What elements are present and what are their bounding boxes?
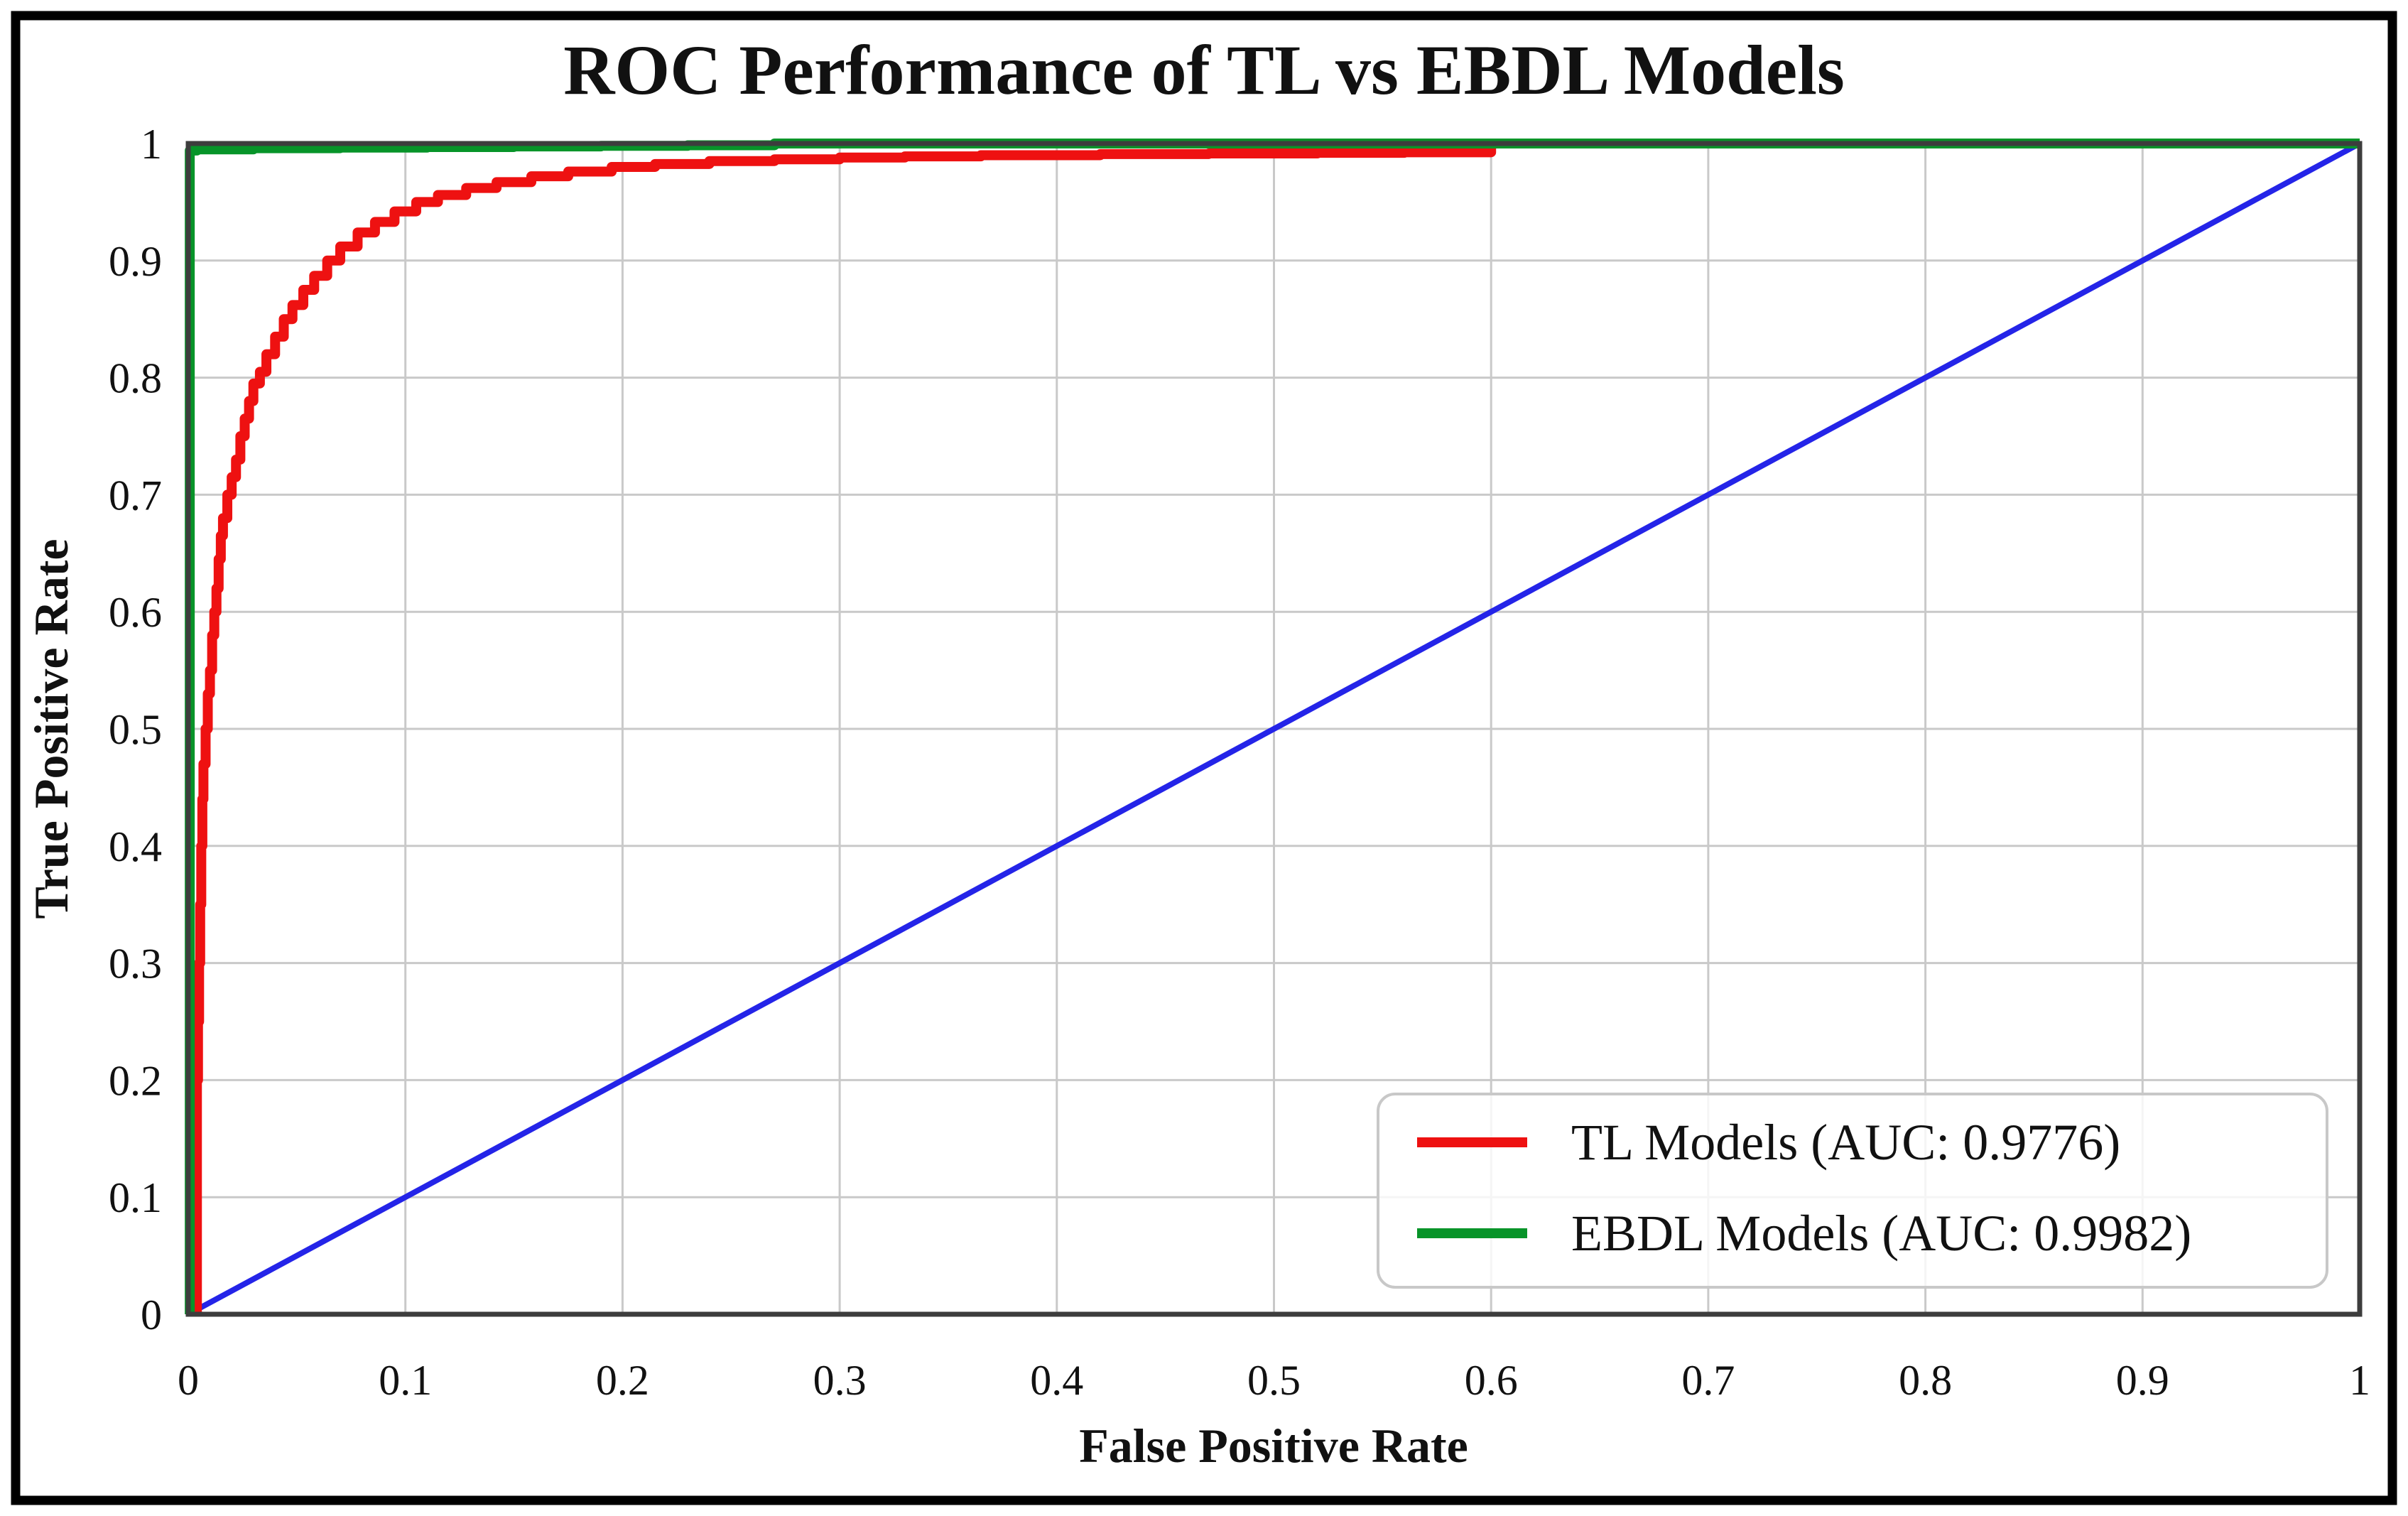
- x-tick-label: 0.8: [1899, 1357, 1952, 1404]
- x-tick-label: 0.9: [2116, 1357, 2169, 1404]
- y-tick-label: 0.9: [109, 238, 162, 285]
- y-tick-label: 0.2: [109, 1057, 162, 1104]
- x-tick-label: 0: [178, 1357, 199, 1404]
- y-tick-label: 0.8: [109, 355, 162, 402]
- x-tick-label: 0.3: [813, 1357, 867, 1404]
- y-tick-label: 0.7: [109, 472, 162, 519]
- y-tick-label: 0.4: [109, 823, 162, 870]
- legend-label-ebdl: EBDL Models (AUC: 0.9982): [1571, 1205, 2191, 1262]
- x-tick-label: 0.4: [1030, 1357, 1083, 1404]
- legend-box: [1377, 1093, 2328, 1289]
- y-tick-label: 0.5: [109, 706, 162, 753]
- series-0-curve: [192, 139, 2360, 1314]
- axes-spines: [185, 141, 2363, 1317]
- y-tick-label: 0.6: [109, 589, 162, 636]
- y-axis-label: True Positive Rate: [24, 538, 78, 919]
- y-tick-labels: 0 0.1 0.2 0.3 0.4 0.5 0.6 0.7 0.8 0.9 1: [109, 121, 162, 1338]
- x-tick-label: 0.5: [1247, 1357, 1301, 1404]
- legend-label-tl: TL Models (AUC: 0.9776): [1571, 1114, 2120, 1171]
- x-tick-label: 0.7: [1681, 1357, 1735, 1404]
- x-tick-label: 0.1: [379, 1357, 432, 1404]
- x-tick-label: 0.6: [1465, 1357, 1518, 1404]
- x-axis-label: False Positive Rate: [1079, 1419, 1468, 1473]
- y-tick-label: 0: [141, 1292, 162, 1338]
- plot-spines: [185, 141, 2363, 1317]
- x-tick-label: 1: [2349, 1357, 2370, 1404]
- x-tick-labels: 0 0.1 0.2 0.3 0.4 0.5 0.6 0.7 0.8 0.9 1: [178, 1357, 2370, 1404]
- legend: TL Models (AUC: 0.9776) EBDL Models (AUC…: [1377, 1093, 2328, 1289]
- series-2-curve: [187, 141, 2361, 1317]
- y-tick-label: 0.3: [109, 941, 162, 987]
- x-tick-label: 0.2: [596, 1357, 649, 1404]
- chart-title: ROC Performance of TL vs EBDL Models: [563, 31, 1845, 109]
- y-tick-label: 0.1: [109, 1174, 162, 1221]
- figure-border: [11, 11, 2397, 1505]
- y-tick-label: 1: [141, 121, 162, 168]
